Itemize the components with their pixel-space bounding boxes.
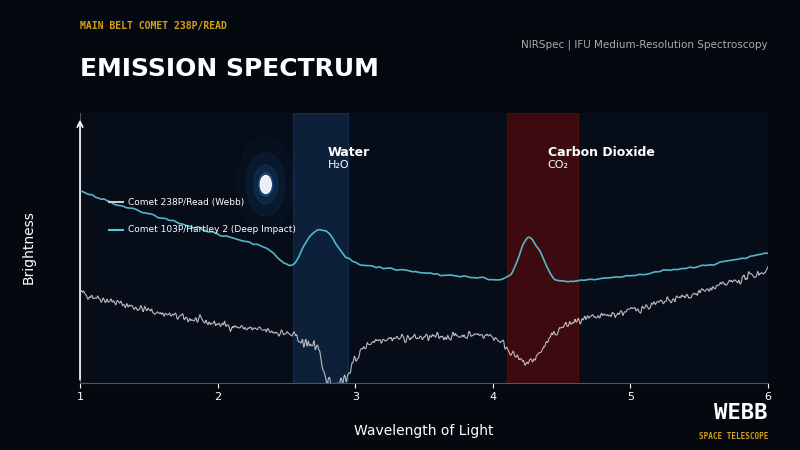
Text: H₂O: H₂O — [328, 160, 350, 170]
Text: Comet 103P/Hartley 2 (Deep Impact): Comet 103P/Hartley 2 (Deep Impact) — [128, 225, 296, 234]
Text: Comet 238P/Read (Webb): Comet 238P/Read (Webb) — [128, 198, 244, 207]
Circle shape — [258, 173, 273, 196]
Circle shape — [262, 178, 270, 191]
Text: WEBB: WEBB — [714, 403, 768, 423]
Text: Water: Water — [328, 146, 370, 159]
Bar — [506, 112, 578, 382]
Bar — [294, 112, 348, 382]
Circle shape — [260, 176, 271, 194]
Text: Brightness: Brightness — [22, 211, 35, 284]
Text: Carbon Dioxide: Carbon Dioxide — [548, 146, 654, 159]
Text: EMISSION SPECTRUM: EMISSION SPECTRUM — [80, 57, 379, 81]
Text: Wavelength of Light: Wavelength of Light — [354, 424, 494, 438]
Text: MAIN BELT COMET 238P/READ: MAIN BELT COMET 238P/READ — [80, 22, 227, 32]
Circle shape — [246, 153, 285, 216]
Text: NIRSpec | IFU Medium-Resolution Spectroscopy: NIRSpec | IFU Medium-Resolution Spectros… — [522, 39, 768, 50]
Circle shape — [254, 165, 278, 204]
Text: CO₂: CO₂ — [548, 160, 569, 170]
Text: SPACE TELESCOPE: SPACE TELESCOPE — [698, 432, 768, 441]
